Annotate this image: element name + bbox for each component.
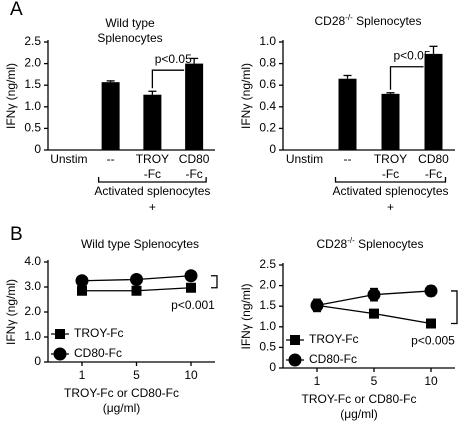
- group-label: Activated splenocytes: [94, 184, 210, 198]
- y-axis-label: IFNγ (ng/ml): [4, 63, 18, 129]
- y-tick-label: 0.6: [259, 77, 276, 91]
- significance-bracket: [211, 275, 218, 289]
- y-tick-label: 0.8: [259, 56, 276, 70]
- annotation: p<0.05: [393, 49, 430, 63]
- legend-label: CD80-Fc: [309, 352, 357, 366]
- marker: [184, 269, 198, 283]
- x-tick-label: CD80 -Fc: [179, 152, 210, 181]
- y-tick-label: 2.5: [24, 34, 41, 48]
- x-tick-label: 1: [314, 374, 321, 388]
- marker: [367, 288, 381, 302]
- bar: [338, 78, 357, 150]
- marker: [310, 298, 324, 312]
- y-tick-label: 1.5: [259, 298, 276, 312]
- y-tick-label: 0.5: [259, 340, 276, 354]
- bar: [381, 93, 400, 150]
- chart-title: Wild type Splenocytes: [81, 237, 199, 251]
- x-tick-label: Unstim: [286, 152, 323, 166]
- y-axis-label: IFNγ (ng/ml): [239, 283, 253, 349]
- x-axis-label: TROY-Fc or CD80-Fc (μg/ml): [302, 392, 417, 421]
- marker: [130, 273, 143, 286]
- x-tick-label: 1: [79, 368, 86, 382]
- x-tick-label: 10: [424, 374, 438, 388]
- chart-title: CD28-/- Splenocytes: [315, 13, 422, 29]
- marker: [424, 284, 438, 298]
- bar: [143, 94, 162, 150]
- y-tick-label: 0: [34, 142, 41, 156]
- annotation: p<0.005: [411, 334, 455, 348]
- y-tick-label: 2.0: [24, 304, 41, 318]
- marker: [131, 285, 142, 296]
- y-tick-label: 1.5: [24, 77, 41, 91]
- panel-label: A: [10, 0, 23, 20]
- y-tick-label: 4.0: [24, 254, 41, 268]
- y-axis-label: IFNγ (ng/ml): [239, 63, 253, 129]
- y-tick-label: 0: [269, 142, 276, 156]
- x-tick-label: 10: [184, 368, 198, 382]
- legend-label: TROY-Fc: [309, 332, 359, 346]
- marker: [186, 282, 196, 293]
- annotation: p<0.05: [155, 52, 192, 66]
- x-tick-label: --: [344, 152, 352, 166]
- group-bracket: [334, 177, 447, 183]
- y-tick-label: 1.0: [24, 99, 41, 113]
- x-tick-label: --: [107, 152, 115, 166]
- y-tick-label: 2.0: [259, 278, 276, 292]
- bar: [424, 53, 443, 150]
- y-tick-label: 2.0: [24, 56, 41, 70]
- y-tick-label: 0: [269, 360, 276, 374]
- bar: [185, 63, 204, 150]
- bar: [101, 82, 120, 150]
- y-tick-label: 1.0: [259, 34, 276, 48]
- marker: [426, 318, 436, 329]
- marker: [77, 285, 87, 296]
- y-tick-label: 1.0: [259, 319, 276, 333]
- group-bracket: [97, 177, 207, 183]
- x-tick-label: TROY -Fc: [374, 152, 407, 181]
- y-tick-label: 0: [34, 354, 41, 368]
- x-tick-label: CD80 -Fc: [418, 152, 449, 181]
- annotation: p<0.001: [171, 298, 215, 312]
- y-tick-label: 0.2: [259, 121, 276, 135]
- y-tick-label: 1.0: [24, 329, 41, 343]
- group-label: Activated splenocytes: [332, 184, 448, 198]
- x-tick-label: 5: [133, 368, 140, 382]
- x-tick-label: Unstim: [50, 152, 87, 166]
- y-tick-label: 2.5: [259, 257, 276, 271]
- panel-label: B: [10, 224, 23, 245]
- marker: [75, 274, 89, 288]
- significance-bracket: [389, 66, 424, 90]
- x-axis-label: TROY-Fc or CD80-Fc (μg/ml): [64, 386, 179, 415]
- y-tick-label: 0.5: [24, 121, 41, 135]
- x-tick-label: 5: [371, 374, 378, 388]
- y-tick-label: 3.0: [24, 279, 41, 293]
- group-sign: +: [149, 200, 156, 214]
- chart-title: CD28-/- Splenocytes: [317, 236, 424, 252]
- significance-bracket: [151, 69, 185, 89]
- marker: [369, 308, 379, 319]
- x-tick-label: TROY -Fc: [136, 152, 169, 181]
- significance-bracket: [451, 290, 458, 325]
- y-axis-label: IFNγ (ng/ml): [4, 279, 18, 345]
- legend-label: TROY-Fc: [74, 326, 124, 340]
- legend-label: CD80-Fc: [74, 346, 122, 360]
- chart-title: Wild type Splenocytes: [97, 16, 162, 45]
- group-sign: +: [387, 200, 394, 214]
- y-tick-label: 0.4: [259, 99, 276, 113]
